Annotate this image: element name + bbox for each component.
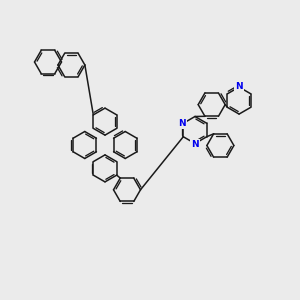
- Text: N: N: [235, 82, 243, 91]
- Text: N: N: [191, 140, 199, 149]
- Text: N: N: [178, 119, 186, 128]
